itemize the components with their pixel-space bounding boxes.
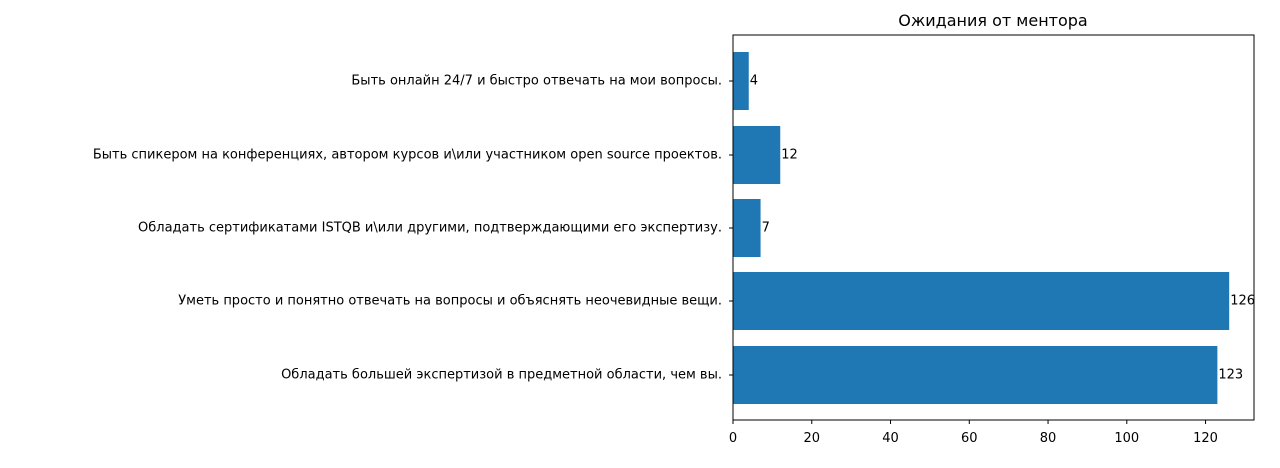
x-tick-label: 60 <box>961 431 978 446</box>
bar <box>733 346 1218 404</box>
bar-value-label: 12 <box>781 148 798 163</box>
x-tick-label: 40 <box>882 431 899 446</box>
chart-title: Ожидания от ментора <box>898 11 1087 30</box>
y-tick-label: Быть спикером на конференциях, автором к… <box>93 148 722 163</box>
x-tick-label: 80 <box>1040 431 1057 446</box>
bar-value-label: 7 <box>762 221 770 236</box>
bar <box>733 52 749 110</box>
plot-area-frame <box>732 34 1255 421</box>
bar-value-label: 4 <box>750 74 758 89</box>
bar-value-label: 123 <box>1218 368 1243 383</box>
x-tick-label: 0 <box>729 431 737 446</box>
bars-layer <box>733 52 1230 404</box>
y-tick-label: Быть онлайн 24/7 и быстро отвечать на мо… <box>351 74 722 89</box>
bar <box>733 126 781 184</box>
y-axis-ticks: Обладать большей экспертизой в предметно… <box>93 74 733 383</box>
y-tick-label: Обладать сертификатами ISTQB и\или други… <box>138 221 722 236</box>
x-tick-label: 100 <box>1114 431 1139 446</box>
y-tick-label: Обладать большей экспертизой в предметно… <box>281 368 722 383</box>
y-tick-label: Уметь просто и понятно отвечать на вопро… <box>178 294 722 309</box>
bar-labels-layer: 123 126 7 12 4 <box>750 74 1255 383</box>
bar-value-label: 126 <box>1230 294 1255 309</box>
bar <box>733 272 1230 330</box>
x-axis-ticks: 0 20 40 60 80 100 120 <box>729 420 1218 446</box>
x-tick-label: 120 <box>1193 431 1218 446</box>
x-tick-label: 20 <box>803 431 820 446</box>
bar <box>733 199 761 257</box>
